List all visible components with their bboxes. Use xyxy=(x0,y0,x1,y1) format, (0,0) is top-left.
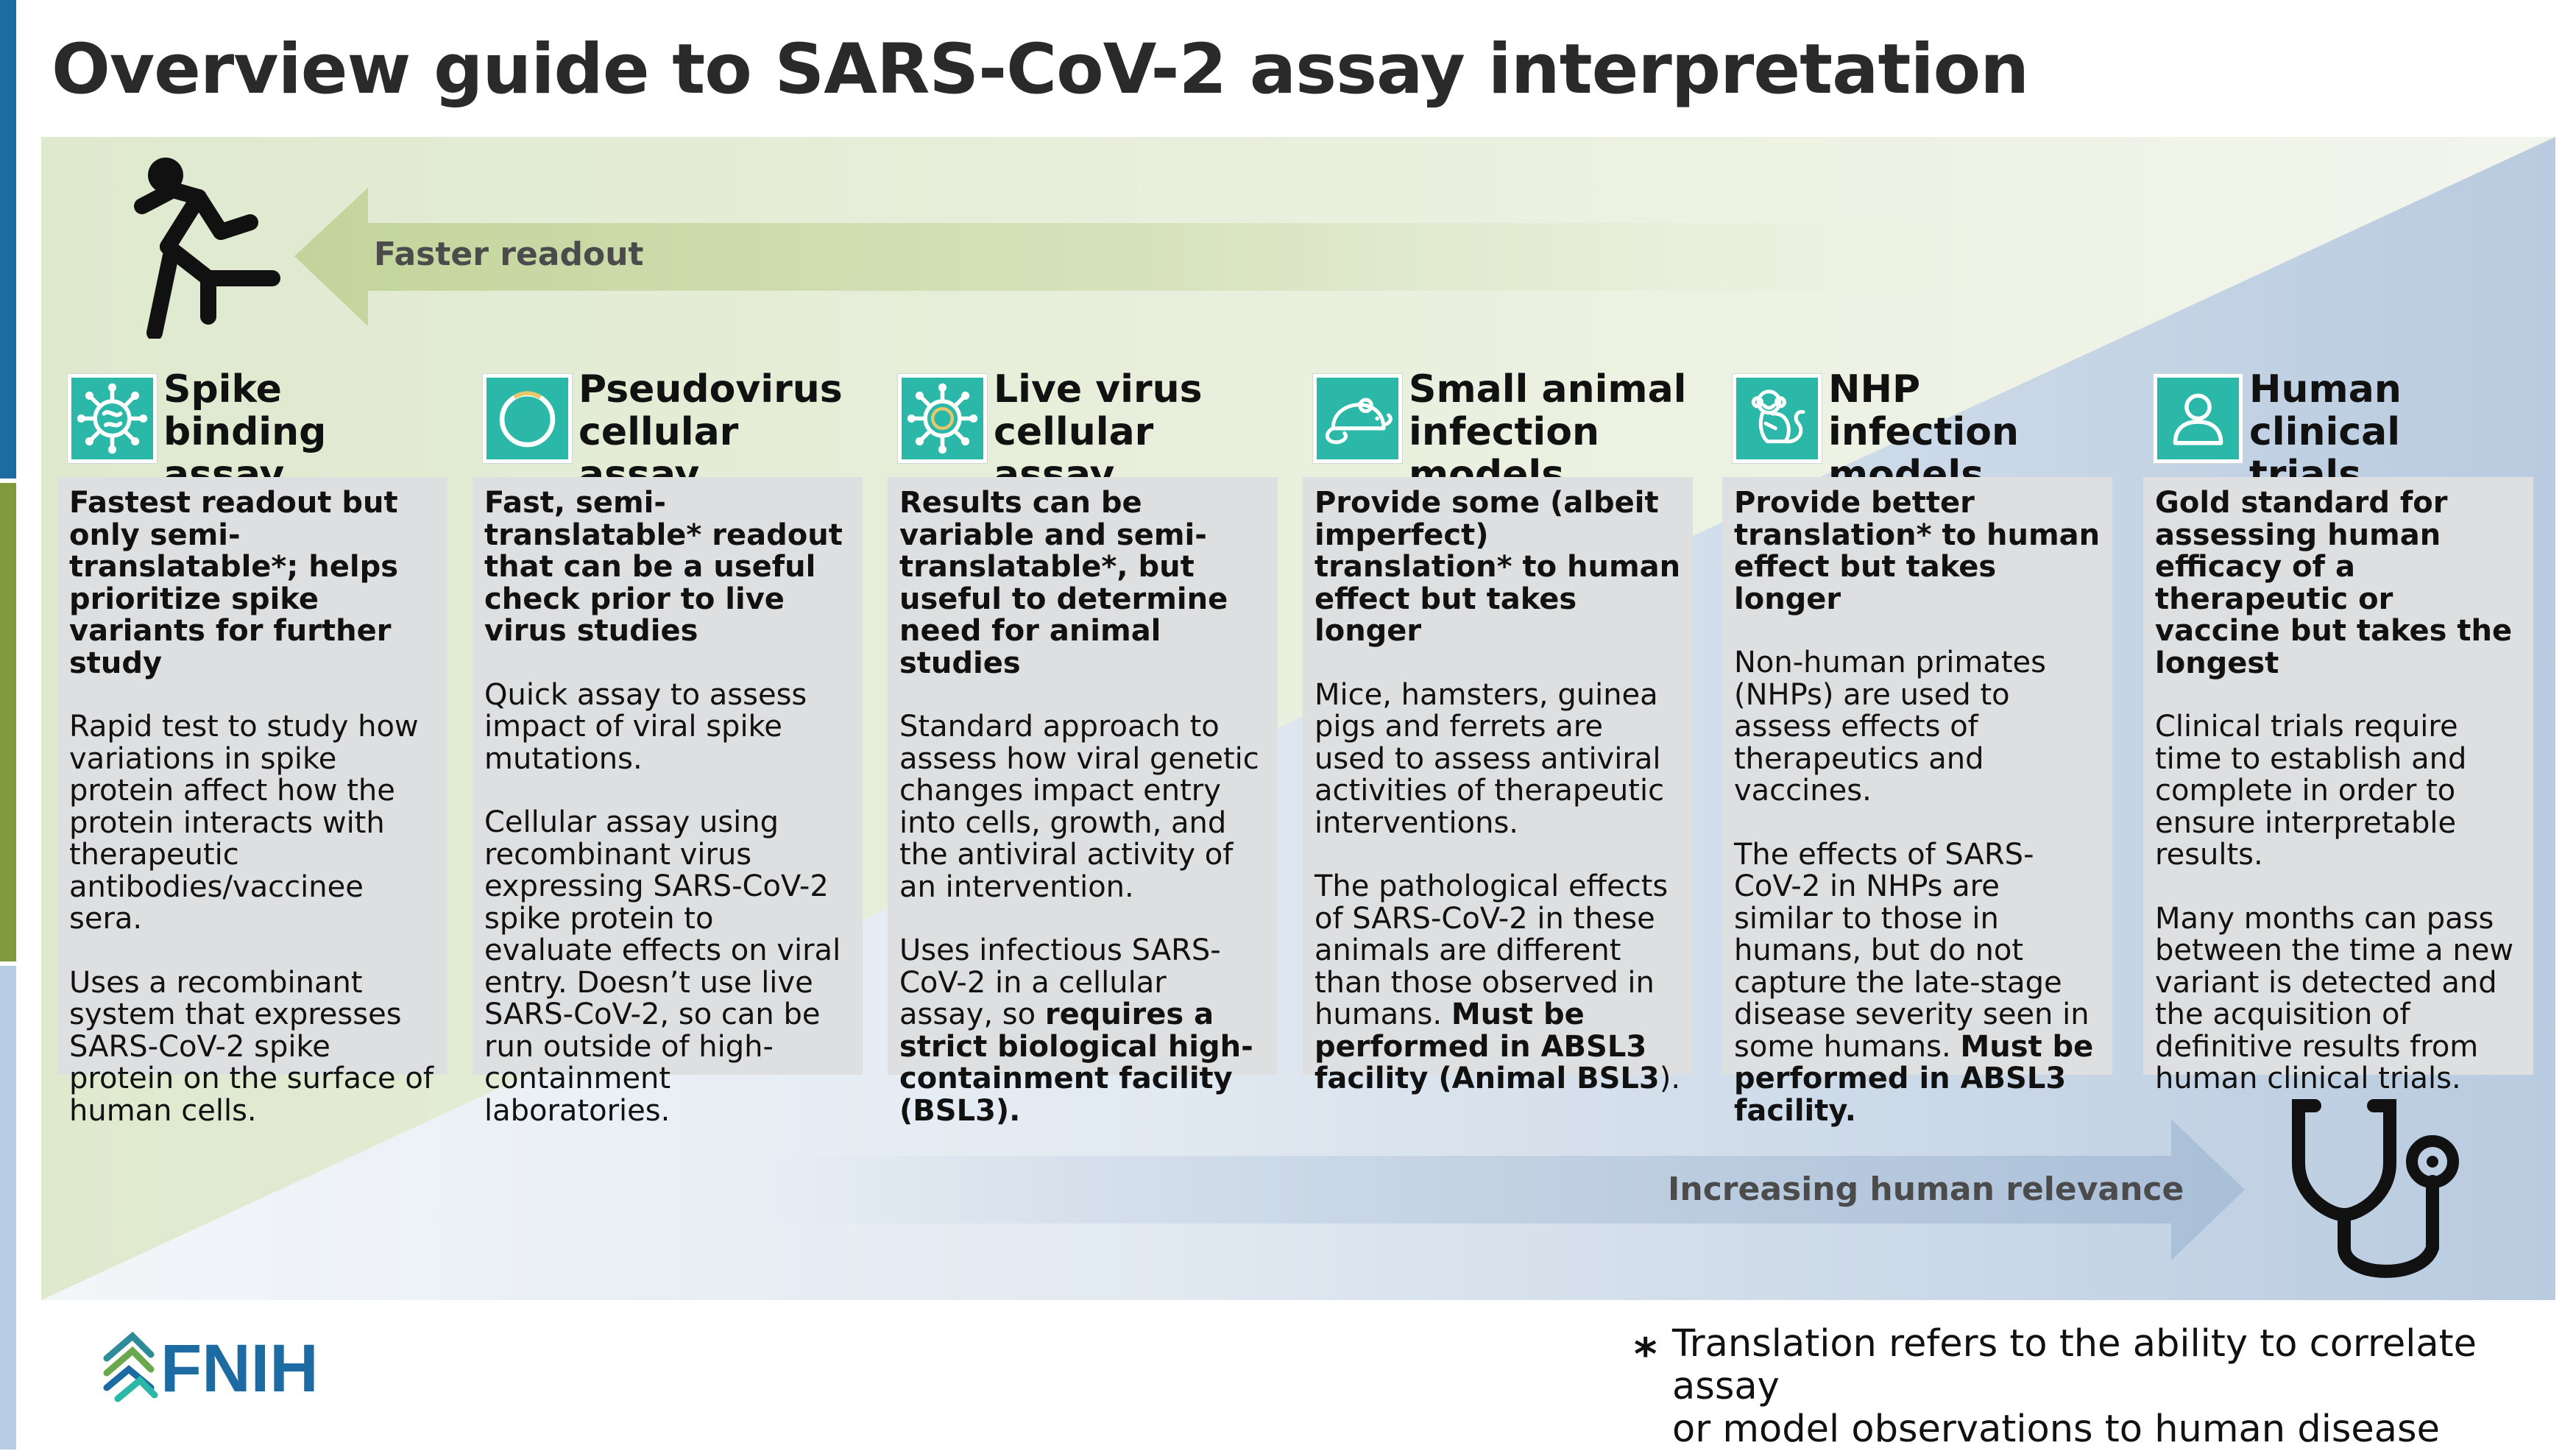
column-header: Live virus cellular assay xyxy=(888,368,1278,496)
column-spike-binding: Spike binding assay Fastest readout but … xyxy=(57,368,447,1126)
monkey-icon xyxy=(1733,374,1822,463)
faster-readout-label: Faster readout xyxy=(374,236,644,273)
human-relevance-arrow xyxy=(765,1119,2245,1260)
card-lead: Fastest readout but only semi-translatab… xyxy=(69,486,399,680)
info-card: Provide some (albeit imperfect) translat… xyxy=(1303,477,1693,1095)
pseudovirus-icon xyxy=(483,374,572,463)
info-card: Provide better translation* to human eff… xyxy=(1722,477,2112,1126)
fnih-logo: FNIH xyxy=(103,1331,319,1406)
column-pseudovirus: Pseudovirus cellular assay Fast, semi-tr… xyxy=(473,368,863,1126)
faster-readout-arrow xyxy=(294,188,1987,326)
column-header: Pseudovirus cellular assay xyxy=(473,368,863,496)
edge-bar-lightblue xyxy=(0,966,16,1450)
card-paragraph: Quick assay to assess impact of viral sp… xyxy=(484,677,807,776)
info-card: Results can be variable and semi-transla… xyxy=(888,477,1278,1126)
footnote-asterisk: * xyxy=(1634,1329,1657,1380)
card-paragraph: Many months can pass between the time a … xyxy=(2155,901,2514,1095)
card-paragraph: Uses infectious SARS-CoV-2 in a cellular… xyxy=(899,933,1253,1128)
edge-bar-green xyxy=(0,483,16,961)
stethoscope-icon xyxy=(2292,1099,2459,1278)
card-paragraph: The pathological effects of SARS-CoV-2 i… xyxy=(1314,869,1681,1095)
person-icon xyxy=(2154,374,2243,463)
running-person-icon xyxy=(134,158,280,339)
mouse-icon xyxy=(1313,374,1402,463)
column-header: Human clinical trials xyxy=(2143,368,2533,496)
column-title: Live virus cellular assay xyxy=(994,367,1203,497)
info-card: Gold standard for assessing human effica… xyxy=(2143,477,2533,1095)
card-lead: Fast, semi-translatable* readout that ca… xyxy=(484,486,843,648)
column-header: NHP infection models xyxy=(1722,368,2112,496)
info-card: Fastest readout but only semi-translatab… xyxy=(57,477,447,1126)
edge-bar-blue xyxy=(0,0,16,479)
card-paragraph: Standard approach to assess how viral ge… xyxy=(899,710,1259,904)
fnih-logo-text: FNIH xyxy=(160,1331,319,1406)
footnote-text: Translation refers to the ability to cor… xyxy=(1672,1322,2477,1451)
column-live-virus: Live virus cellular assay Results can be… xyxy=(888,368,1278,1126)
human-relevance-label: Increasing human relevance xyxy=(1668,1171,2184,1208)
column-title: Small animal infection models xyxy=(1409,367,1687,497)
column-header: Small animal infection models xyxy=(1303,368,1693,496)
info-card: Fast, semi-translatable* readout that ca… xyxy=(473,477,863,1126)
card-paragraph: Rapid test to study how variations in sp… xyxy=(69,710,419,936)
page-title: Overview guide to SARS-CoV-2 assay inter… xyxy=(52,29,2029,110)
card-lead: Gold standard for assessing human effica… xyxy=(2155,486,2513,680)
column-small-animal: Small animal infection models Provide so… xyxy=(1303,368,1693,1095)
column-human-trials: Human clinical trials Gold standard for … xyxy=(2143,368,2533,1095)
card-paragraph: Uses a recombinant system that expresses… xyxy=(69,965,434,1128)
column-nhp: NHP infection models Provide better tran… xyxy=(1722,368,2112,1126)
live-virus-icon xyxy=(898,374,987,463)
card-paragraph: The effects of SARS-CoV-2 in NHPs are si… xyxy=(1734,837,2094,1128)
coronavirus-icon xyxy=(68,374,157,463)
card-paragraph: Non-human primates (NHPs) are used to as… xyxy=(1734,646,2046,808)
card-paragraph: Clinical trials require time to establis… xyxy=(2155,710,2467,872)
column-header: Spike binding assay xyxy=(57,368,447,496)
card-paragraph: Mice, hamsters, guinea pigs and ferrets … xyxy=(1314,677,1665,840)
card-lead: Provide some (albeit imperfect) translat… xyxy=(1314,486,1681,648)
card-lead: Provide better translation* to human eff… xyxy=(1734,486,2101,616)
card-paragraph: Cellular assay using recombinant virus e… xyxy=(484,805,841,1128)
card-lead: Results can be variable and semi-transla… xyxy=(899,486,1228,680)
